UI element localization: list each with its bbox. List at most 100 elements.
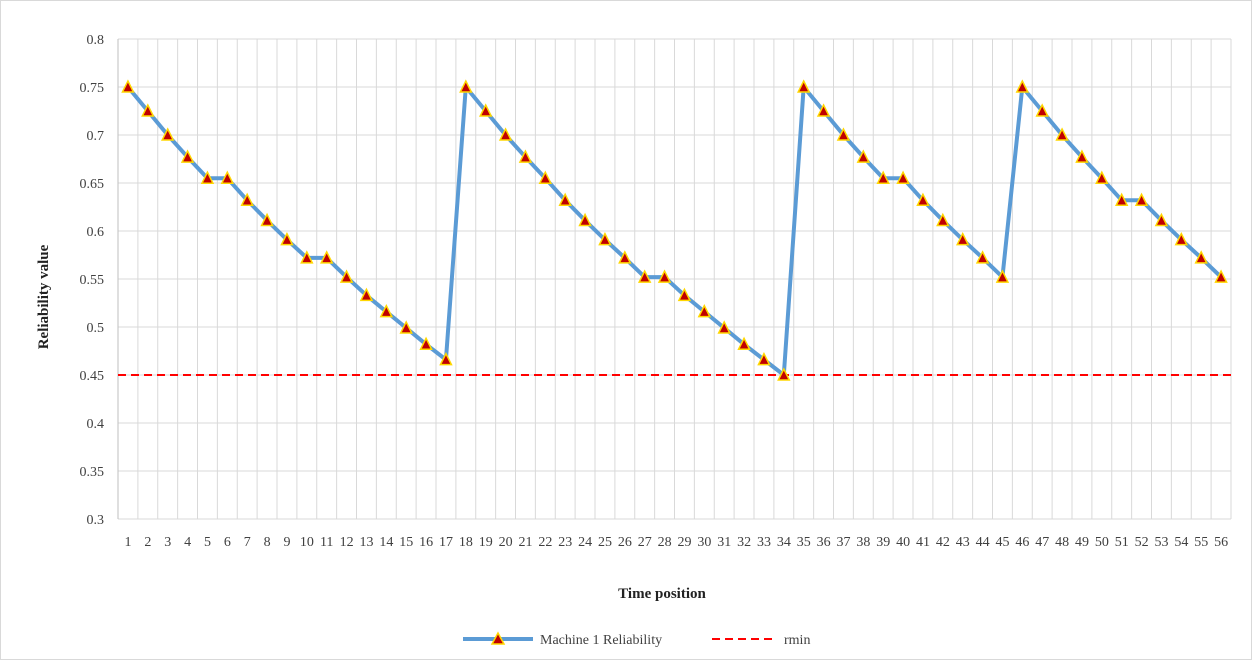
x-tick-label: 42 bbox=[936, 535, 950, 550]
reliability-point bbox=[538, 170, 553, 184]
reliability-point bbox=[1055, 127, 1069, 141]
reliability-point bbox=[121, 79, 135, 93]
x-tick-label: 13 bbox=[359, 535, 373, 550]
x-tick-label: 21 bbox=[518, 535, 532, 550]
x-tick-label: 20 bbox=[499, 535, 513, 550]
reliability-point bbox=[141, 103, 155, 117]
x-tick-label: 1 bbox=[124, 535, 131, 550]
y-tick-label: 0.7 bbox=[87, 129, 105, 144]
x-axis-title: Time position bbox=[618, 586, 706, 602]
x-tick-label: 43 bbox=[956, 535, 970, 550]
y-tick-label: 0.45 bbox=[80, 369, 105, 384]
x-tick-label: 16 bbox=[419, 535, 433, 550]
x-tick-label: 6 bbox=[224, 535, 231, 550]
reliability-point bbox=[618, 250, 632, 264]
x-tick-label: 51 bbox=[1115, 535, 1129, 550]
y-tick-label: 0.3 bbox=[87, 513, 105, 528]
reliability-point bbox=[896, 170, 910, 184]
reliability-point bbox=[637, 269, 652, 283]
x-tick-label: 45 bbox=[995, 535, 1009, 550]
x-tick-label: 50 bbox=[1095, 535, 1109, 550]
x-tick-label: 32 bbox=[737, 535, 751, 550]
x-tick-label: 25 bbox=[598, 535, 612, 550]
y-tick-label: 0.65 bbox=[80, 177, 105, 192]
reliability-point bbox=[260, 212, 274, 227]
reliability-point bbox=[419, 336, 433, 351]
reliability-point bbox=[796, 79, 811, 93]
reliability-point bbox=[717, 320, 731, 334]
x-tick-label: 30 bbox=[697, 535, 711, 550]
reliability-point bbox=[319, 250, 334, 264]
reliability-point bbox=[379, 303, 394, 318]
reliability-point bbox=[558, 192, 572, 207]
reliability-point bbox=[1154, 212, 1169, 227]
reliability-point bbox=[1075, 149, 1089, 163]
y-tick-label: 0.55 bbox=[80, 273, 105, 288]
x-tick-label: 14 bbox=[379, 535, 393, 550]
legend-label-rmin: rmin bbox=[784, 633, 810, 648]
x-tick-label: 53 bbox=[1154, 535, 1168, 550]
x-tick-label: 38 bbox=[856, 535, 870, 550]
reliability-point bbox=[300, 250, 314, 264]
reliability-point bbox=[1114, 192, 1129, 207]
y-tick-label: 0.6 bbox=[87, 225, 105, 240]
x-tick-label: 41 bbox=[916, 535, 930, 550]
reliability-point bbox=[399, 320, 413, 334]
x-tick-label: 55 bbox=[1194, 535, 1208, 550]
series-layer bbox=[118, 79, 1231, 381]
reliability-point bbox=[757, 351, 771, 366]
legend-label-reliability: Machine 1 Reliability bbox=[540, 633, 662, 648]
reliability-point bbox=[1015, 79, 1030, 93]
x-tick-label: 24 bbox=[578, 535, 592, 550]
x-tick-label: 46 bbox=[1015, 535, 1029, 550]
reliability-point bbox=[1174, 231, 1189, 246]
x-tick-label: 44 bbox=[976, 535, 990, 550]
legend: Machine 1 Reliability rmin bbox=[463, 631, 810, 648]
x-tick-label: 54 bbox=[1174, 535, 1188, 550]
reliability-point bbox=[856, 149, 871, 163]
reliability-point bbox=[439, 351, 453, 366]
reliability-point bbox=[955, 231, 970, 246]
x-tick-label: 15 bbox=[399, 535, 413, 550]
reliability-point bbox=[657, 269, 672, 283]
reliability-point bbox=[359, 287, 374, 302]
reliability-point bbox=[1035, 103, 1049, 117]
x-tick-label: 33 bbox=[757, 535, 771, 550]
reliability-point bbox=[677, 287, 692, 302]
y-axis-title: Reliability value bbox=[36, 244, 52, 349]
x-tick-label: 52 bbox=[1135, 535, 1149, 550]
x-tick-label: 47 bbox=[1035, 535, 1049, 550]
legend-marker-reliability bbox=[490, 631, 506, 645]
y-tick-label: 0.4 bbox=[87, 417, 105, 432]
reliability-point bbox=[1214, 269, 1228, 283]
reliability-point bbox=[995, 269, 1010, 283]
x-tick-label: 37 bbox=[836, 535, 850, 550]
x-tick-label: 18 bbox=[459, 535, 473, 550]
reliability-point bbox=[478, 103, 493, 117]
reliability-point bbox=[578, 212, 592, 227]
reliability-point bbox=[280, 231, 294, 246]
reliability-point bbox=[876, 170, 890, 184]
x-tick-label: 28 bbox=[658, 535, 672, 550]
x-tick-label: 8 bbox=[264, 535, 271, 550]
reliability-point bbox=[498, 127, 513, 141]
reliability-point bbox=[459, 79, 473, 93]
reliability-point bbox=[1134, 192, 1149, 207]
x-tick-label: 3 bbox=[164, 535, 171, 550]
reliability-point bbox=[936, 212, 950, 227]
x-tick-label: 31 bbox=[717, 535, 731, 550]
reliability-point bbox=[836, 127, 851, 141]
reliability-point bbox=[975, 250, 990, 264]
reliability-point bbox=[1194, 250, 1208, 264]
reliability-point bbox=[737, 336, 751, 351]
reliability-point bbox=[180, 149, 195, 163]
y-tick-labels: 0.3 0.35 0.4 0.45 0.5 0.55 0.6 0.65 0.7 0.75 0.8 bbox=[80, 33, 105, 528]
reliability-point bbox=[160, 127, 175, 141]
reliability-point bbox=[518, 149, 533, 163]
reliability-point bbox=[240, 192, 254, 207]
x-tick-label: 49 bbox=[1075, 535, 1089, 550]
x-tick-label: 35 bbox=[797, 535, 811, 550]
x-tick-label: 36 bbox=[817, 535, 831, 550]
